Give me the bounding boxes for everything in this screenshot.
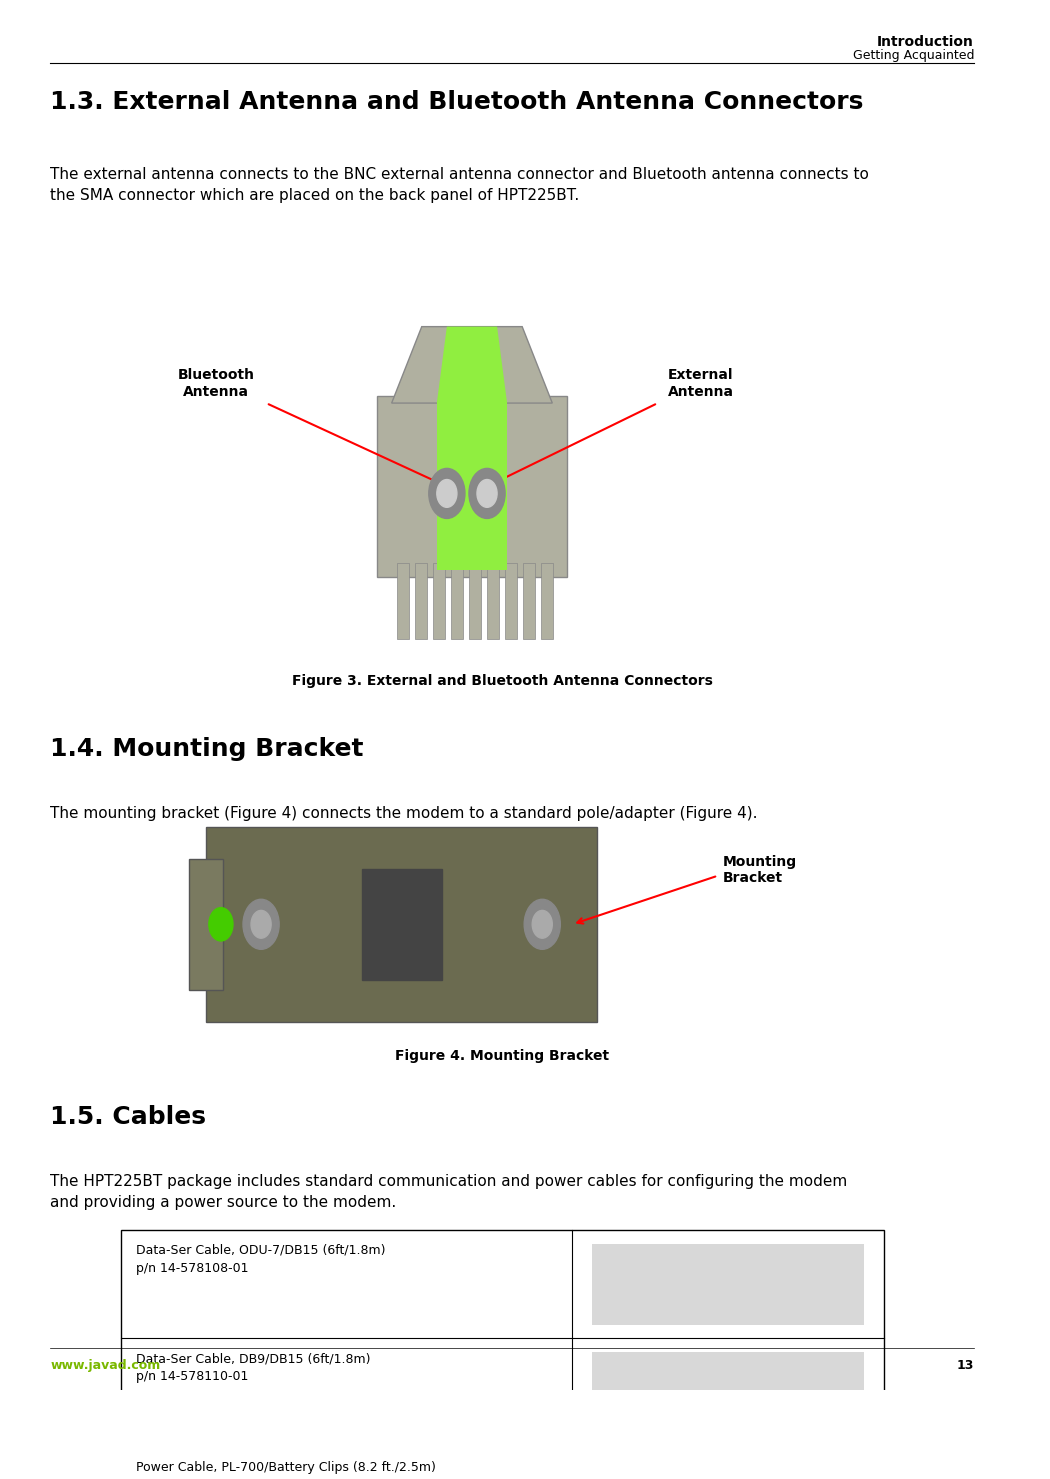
Text: Mounting
Bracket: Mounting Bracket bbox=[723, 855, 797, 884]
FancyBboxPatch shape bbox=[397, 563, 408, 639]
Circle shape bbox=[251, 911, 271, 938]
Circle shape bbox=[532, 911, 552, 938]
FancyBboxPatch shape bbox=[433, 563, 445, 639]
FancyBboxPatch shape bbox=[592, 1461, 863, 1479]
FancyBboxPatch shape bbox=[541, 563, 553, 639]
Text: Getting Acquainted: Getting Acquainted bbox=[853, 49, 974, 62]
Text: Power Cable, PL-700/Battery Clips (8.2 ft./2.5m)
p/n 14-578111-01: Power Cable, PL-700/Battery Clips (8.2 f… bbox=[135, 1461, 436, 1479]
FancyBboxPatch shape bbox=[121, 1231, 884, 1479]
Text: 1.3. External Antenna and Bluetooth Antenna Connectors: 1.3. External Antenna and Bluetooth Ante… bbox=[50, 90, 863, 114]
Circle shape bbox=[477, 479, 497, 507]
Polygon shape bbox=[437, 327, 507, 404]
Text: Data-Ser Cable, DB9/DB15 (6ft/1.8m)
p/n 14-578110-01: Data-Ser Cable, DB9/DB15 (6ft/1.8m) p/n … bbox=[135, 1352, 370, 1383]
FancyBboxPatch shape bbox=[206, 827, 597, 1022]
FancyBboxPatch shape bbox=[505, 563, 518, 639]
FancyBboxPatch shape bbox=[523, 563, 536, 639]
Text: The HPT225BT package includes standard communication and power cables for config: The HPT225BT package includes standard c… bbox=[50, 1174, 847, 1210]
Text: Data-Ser Cable, ODU-7/DB15 (6ft/1.8m)
p/n 14-578108-01: Data-Ser Cable, ODU-7/DB15 (6ft/1.8m) p/… bbox=[135, 1244, 385, 1275]
FancyBboxPatch shape bbox=[437, 404, 507, 569]
FancyBboxPatch shape bbox=[592, 1352, 863, 1433]
Text: Figure 4. Mounting Bracket: Figure 4. Mounting Bracket bbox=[395, 1050, 609, 1063]
FancyBboxPatch shape bbox=[450, 563, 463, 639]
Circle shape bbox=[524, 899, 561, 950]
Text: The external antenna connects to the BNC external antenna connector and Bluetoot: The external antenna connects to the BNC… bbox=[50, 167, 869, 203]
Circle shape bbox=[243, 899, 279, 950]
FancyBboxPatch shape bbox=[377, 396, 567, 577]
Text: Bluetooth
Antenna: Bluetooth Antenna bbox=[177, 368, 254, 398]
FancyBboxPatch shape bbox=[592, 1244, 863, 1325]
Text: 1.5. Cables: 1.5. Cables bbox=[50, 1105, 206, 1128]
FancyBboxPatch shape bbox=[189, 859, 223, 989]
FancyBboxPatch shape bbox=[361, 868, 442, 981]
FancyBboxPatch shape bbox=[487, 563, 499, 639]
Text: External
Antenna: External Antenna bbox=[668, 368, 734, 398]
Text: 1.4. Mounting Bracket: 1.4. Mounting Bracket bbox=[50, 737, 363, 760]
Circle shape bbox=[428, 469, 465, 519]
Circle shape bbox=[469, 469, 505, 519]
Text: Introduction: Introduction bbox=[877, 34, 974, 49]
Circle shape bbox=[437, 479, 457, 507]
Text: The mounting bracket (Figure 4) connects the modem to a standard pole/adapter (F: The mounting bracket (Figure 4) connects… bbox=[50, 806, 758, 821]
Polygon shape bbox=[392, 327, 552, 404]
Text: www.javad.com: www.javad.com bbox=[50, 1359, 161, 1373]
FancyBboxPatch shape bbox=[469, 563, 481, 639]
Circle shape bbox=[209, 908, 233, 941]
Text: Figure 3. External and Bluetooth Antenna Connectors: Figure 3. External and Bluetooth Antenna… bbox=[292, 674, 713, 688]
Text: 13: 13 bbox=[957, 1359, 974, 1373]
FancyBboxPatch shape bbox=[415, 563, 426, 639]
